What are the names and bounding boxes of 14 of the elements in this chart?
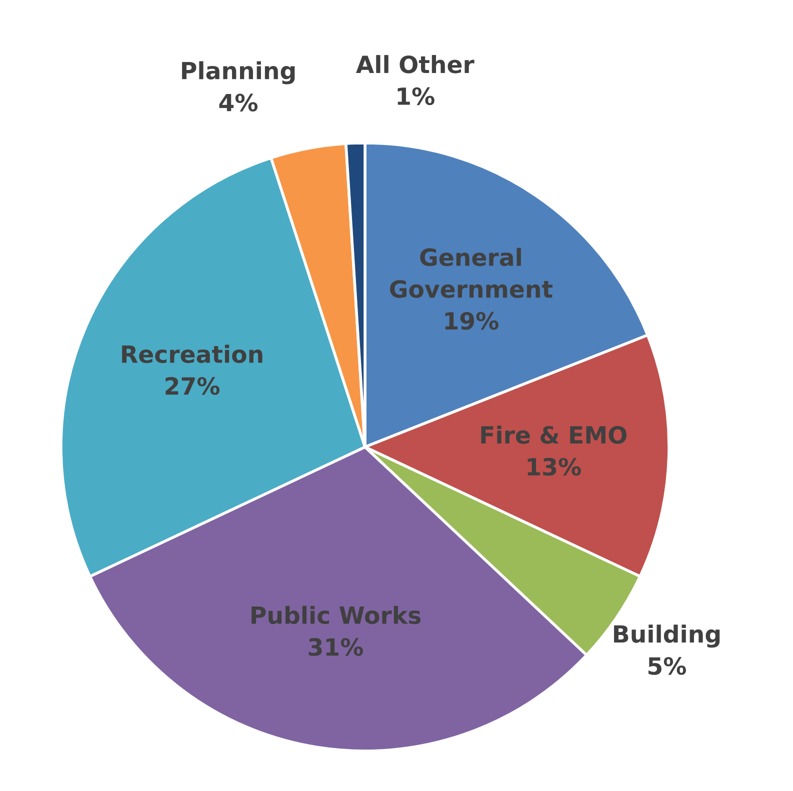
data-label: 31% bbox=[308, 638, 364, 656]
slice-label: Planning bbox=[182, 61, 295, 84]
data-label: 13% bbox=[528, 458, 581, 476]
slice-label: Recreation bbox=[122, 344, 262, 364]
data-label: 1% bbox=[398, 87, 434, 106]
data-label: 5% bbox=[648, 657, 686, 675]
data-label: 4% bbox=[219, 94, 258, 112]
slice-label: Building bbox=[614, 624, 720, 648]
slice-label: All Other bbox=[356, 55, 474, 74]
data-label: 27% bbox=[166, 377, 220, 395]
slice-label: Public Works bbox=[252, 606, 421, 624]
data-label: 19% bbox=[445, 312, 498, 330]
slice-label: Fire & EMO bbox=[481, 426, 627, 444]
slice-label: General Government bbox=[390, 248, 552, 298]
